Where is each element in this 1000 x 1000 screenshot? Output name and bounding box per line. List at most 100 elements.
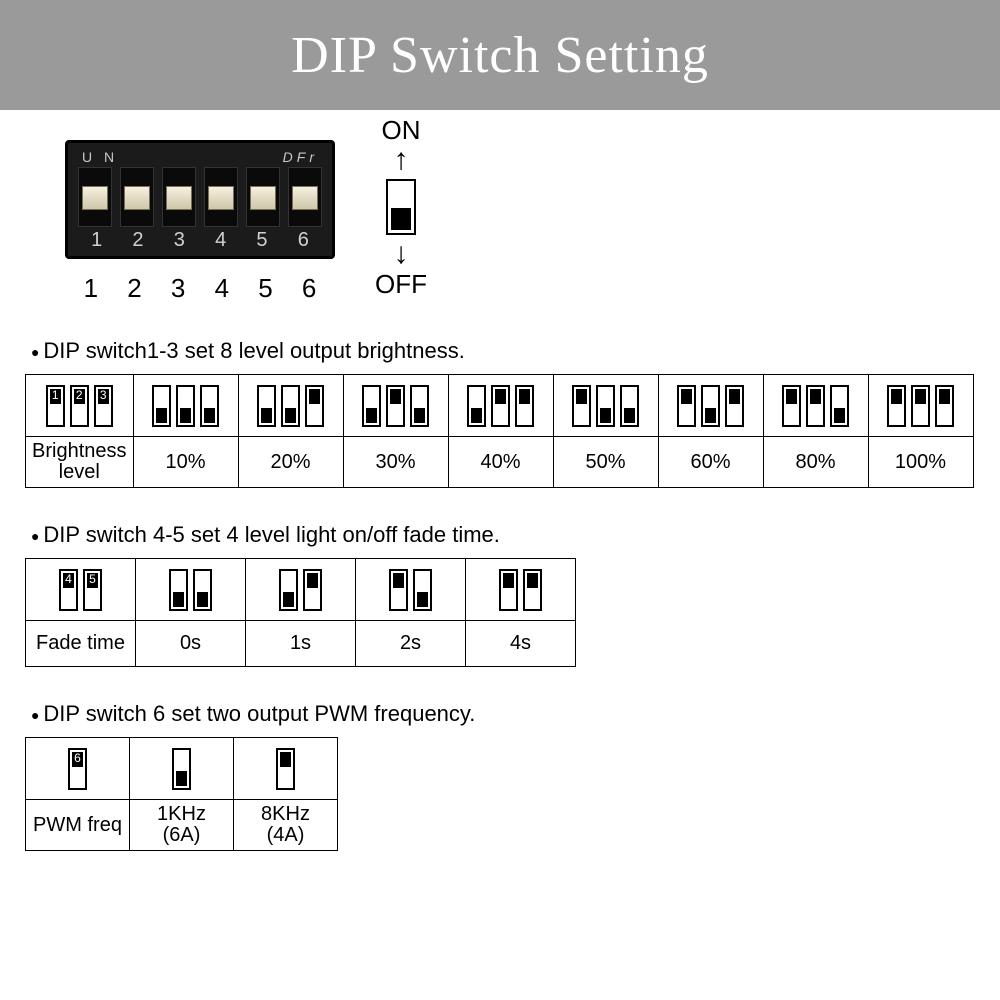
legend-switch-icon (386, 179, 416, 235)
dip-mini-on (935, 385, 954, 427)
page-header: DIP Switch Setting (0, 0, 1000, 110)
table-combo-icons (238, 375, 343, 437)
dip-num: 4 (215, 229, 226, 252)
dip-mini-group (152, 385, 219, 427)
section-fade: DIP switch 4-5 set 4 level light on/off … (25, 522, 975, 667)
dip-num-out: 3 (171, 273, 185, 304)
dip-switch-photo: U N DFr 1 2 3 4 5 6 (65, 140, 335, 304)
table-row-label: PWM freq (26, 800, 130, 851)
dip-num-out: 5 (258, 273, 272, 304)
dip-mini-off (176, 385, 195, 427)
dip-mini-group (276, 748, 295, 790)
dip-mini-on (499, 569, 518, 611)
dip-mini-num: 3 (96, 388, 111, 402)
dip-top-left: U N (82, 149, 118, 165)
table-header-icons: 45 (26, 559, 136, 621)
dip-num-out: 1 (84, 273, 98, 304)
dip-mini-num: 1 (48, 388, 63, 402)
dip-top-right: DFr (283, 149, 318, 165)
dip-num-out: 2 (127, 273, 141, 304)
dip-slot (204, 167, 238, 227)
table-header-icons: 6 (26, 738, 130, 800)
dip-mini-off (172, 748, 191, 790)
table-combo-value: 1s (246, 621, 356, 667)
dip-mini-group (572, 385, 639, 427)
table-combo-value: 60% (658, 437, 763, 488)
dip-mini-on: 5 (83, 569, 102, 611)
table-row-label: Fade time (26, 621, 136, 667)
table-row-label: Brightness level (26, 437, 134, 488)
dip-mini-on (491, 385, 510, 427)
page-title: DIP Switch Setting (291, 26, 709, 85)
section-pwm: DIP switch 6 set two output PWM frequenc… (25, 701, 975, 851)
legend-off-label: OFF (375, 271, 427, 297)
dip-mini-off (596, 385, 615, 427)
table-combo-value: 1KHz (6A) (130, 800, 234, 851)
table-combo-value: 20% (238, 437, 343, 488)
dip-mini-num: 2 (72, 388, 87, 402)
dip-mini-group: 123 (46, 385, 113, 427)
table-combo-icons (246, 559, 356, 621)
dip-mini-off (281, 385, 300, 427)
dip-mini-on (515, 385, 534, 427)
dip-mini-on (389, 569, 408, 611)
table-combo-icons (343, 375, 448, 437)
dip-mini-off (200, 385, 219, 427)
dip-num: 1 (91, 229, 102, 252)
dip-mini-off (410, 385, 429, 427)
table-combo-icons (763, 375, 868, 437)
dip-mini-on (782, 385, 801, 427)
dip-mini-group (279, 569, 322, 611)
dip-slot (78, 167, 112, 227)
on-off-legend: ON ↑ ↓ OFF (375, 117, 427, 297)
table-combo-value: 0s (136, 621, 246, 667)
dip-mini-group (362, 385, 429, 427)
dip-mini-off (152, 385, 171, 427)
table-combo-icons (130, 738, 234, 800)
section-caption: DIP switch 6 set two output PWM frequenc… (31, 701, 975, 727)
dip-mini-group: 6 (68, 748, 87, 790)
dip-mini-on (572, 385, 591, 427)
dip-top-labels: U N DFr (76, 149, 324, 167)
dip-mini-off (257, 385, 276, 427)
dip-num: 2 (132, 229, 143, 252)
dip-slot (120, 167, 154, 227)
table-combo-icons (448, 375, 553, 437)
dip-mini-on (725, 385, 744, 427)
dip-mini-group (257, 385, 324, 427)
dip-mini-on (806, 385, 825, 427)
dip-num-out: 6 (302, 273, 316, 304)
dip-num: 3 (174, 229, 185, 252)
table-combo-value: 80% (763, 437, 868, 488)
dip-photo-row: U N DFr 1 2 3 4 5 6 (65, 140, 975, 304)
section-brightness: DIP switch1-3 set 8 level output brightn… (25, 338, 975, 488)
dip-mini-num: 4 (61, 572, 76, 586)
table-combo-value: 30% (343, 437, 448, 488)
table-combo-icons (553, 375, 658, 437)
table-header-icons: 123 (26, 375, 134, 437)
dip-num: 6 (298, 229, 309, 252)
dip-mini-on: 1 (46, 385, 65, 427)
dip-mini-group (887, 385, 954, 427)
dip-mini-group (677, 385, 744, 427)
dip-mini-off (830, 385, 849, 427)
dip-mini-num: 5 (85, 572, 100, 586)
dip-mini-group (169, 569, 212, 611)
dip-mini-off (362, 385, 381, 427)
dip-mini-on: 2 (70, 385, 89, 427)
dip-mini-group (467, 385, 534, 427)
dip-internal-numbers: 1 2 3 4 5 6 (76, 227, 324, 252)
table-combo-value: 10% (133, 437, 238, 488)
dip-mini-on: 4 (59, 569, 78, 611)
dip-mini-on (303, 569, 322, 611)
dip-slots (76, 167, 324, 227)
dip-mini-group (782, 385, 849, 427)
table-combo-value: 4s (466, 621, 576, 667)
dip-slot (288, 167, 322, 227)
table-combo-icons (658, 375, 763, 437)
dip-mini-on (887, 385, 906, 427)
table-combo-value: 2s (356, 621, 466, 667)
dip-mini-off (701, 385, 720, 427)
dip-mini-group (172, 748, 191, 790)
dip-mini-off (279, 569, 298, 611)
